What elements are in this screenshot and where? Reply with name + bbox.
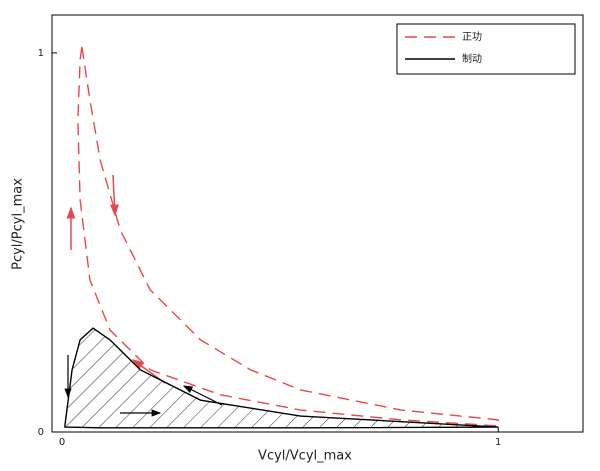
x-tick-label: 0: [59, 437, 65, 448]
y-tick-label: 1: [38, 48, 44, 59]
legend-label: 制动: [462, 52, 482, 65]
series-line: [77, 46, 499, 427]
y-axis-label: Pcyl/Pcyl_max: [11, 178, 26, 270]
plot-frame: [51, 14, 584, 433]
arrow: [109, 174, 119, 217]
series-line: [64, 327, 499, 429]
legend-label: 正功: [462, 31, 482, 43]
x-axis-label: Vcyl/Vcyl_max: [258, 449, 352, 464]
x-tick-label: 1: [495, 437, 501, 448]
y-tick-label: 0: [38, 427, 44, 438]
arrow: [182, 385, 223, 406]
